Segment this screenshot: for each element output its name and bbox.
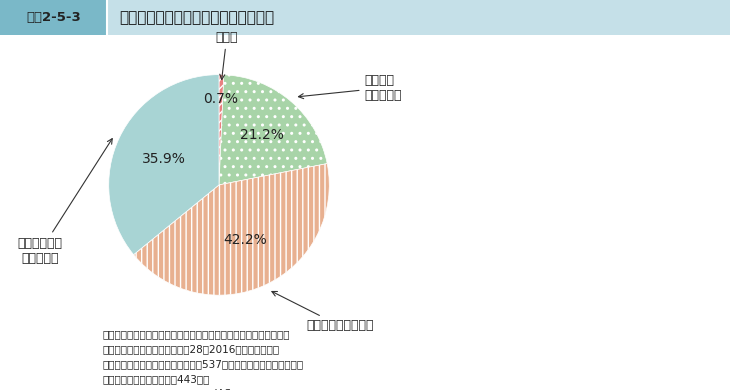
Text: 取り扱いたい
と思わない: 取り扱いたい と思わない: [18, 139, 112, 265]
Text: オーガニック農産物等の取扱いの意向: オーガニック農産物等の取扱いの意向: [119, 10, 274, 25]
Wedge shape: [219, 75, 327, 185]
Text: 無回答: 無回答: [215, 31, 238, 80]
Text: 図表2-5-3: 図表2-5-3: [26, 11, 81, 24]
Text: 資料：農林水産省「有機農業を含む環境に配慮した農産物に関する
　　　意識・意向調査」（平成28（2016）年２月公表）
　注：１）流通加工業者モニター　537人: 資料：農林水産省「有機農業を含む環境に配慮した農産物に関する 意識・意向調査」（…: [102, 330, 304, 390]
Text: 取り扱いたいと思う: 取り扱いたいと思う: [272, 291, 374, 332]
Wedge shape: [219, 74, 224, 185]
Text: 42.2%: 42.2%: [223, 233, 266, 247]
Text: 21.2%: 21.2%: [240, 128, 284, 142]
Text: 0.7%: 0.7%: [204, 92, 239, 106]
Wedge shape: [134, 163, 329, 295]
Wedge shape: [109, 74, 219, 255]
Text: 現在取り
扱っている: 現在取り 扱っている: [299, 74, 402, 102]
Bar: [0, 0, 107, 35]
Text: 35.9%: 35.9%: [142, 152, 186, 166]
